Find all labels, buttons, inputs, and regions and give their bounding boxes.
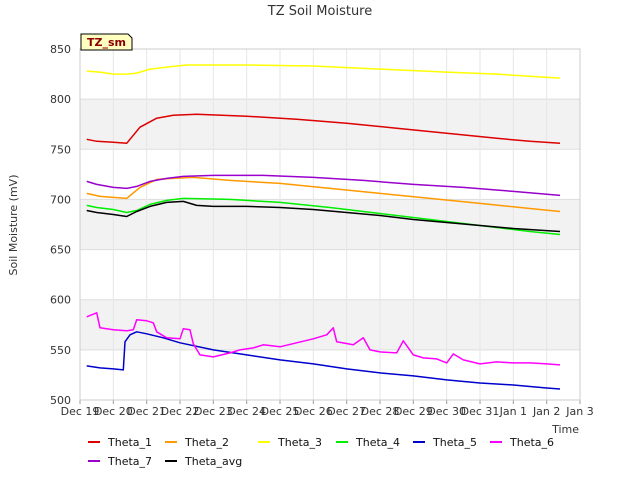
series-line-theta-avg bbox=[86, 200, 561, 233]
x-tick-label: Jan 3 bbox=[565, 405, 593, 418]
y-tick-label: 800 bbox=[50, 93, 71, 106]
background-band bbox=[80, 299, 580, 350]
x-tick-label: Dec 22 bbox=[161, 405, 200, 418]
series-line-theta-1 bbox=[86, 113, 561, 145]
x-tick-label: Dec 28 bbox=[361, 405, 400, 418]
legend-label-theta-avg: Theta_avg bbox=[184, 455, 242, 468]
x-tick-label: Dec 24 bbox=[227, 405, 266, 418]
x-tick-label: Jan 2 bbox=[532, 405, 560, 418]
x-tick-label: Dec 26 bbox=[294, 405, 333, 418]
background-band bbox=[80, 99, 580, 150]
legend-label-theta-4: Theta_4 bbox=[355, 436, 400, 449]
badge: TZ_sm bbox=[80, 33, 133, 51]
plot-frame bbox=[79, 48, 581, 401]
background-bands bbox=[80, 49, 580, 400]
x-tick-label: Dec 23 bbox=[194, 405, 233, 418]
y-tick-label: 600 bbox=[50, 294, 71, 307]
badge-box bbox=[80, 33, 133, 51]
legend-label-theta-5: Theta_5 bbox=[432, 436, 477, 449]
series-layer bbox=[86, 64, 561, 390]
y-tick-label: 850 bbox=[50, 43, 71, 56]
legend: Theta_1 Theta_2 Theta_3 Theta_4 Theta_5 Theta… bbox=[88, 436, 554, 468]
y-tick-label: 750 bbox=[50, 143, 71, 156]
x-tick-label: Dec 31 bbox=[461, 405, 500, 418]
badge-label: TZ_sm bbox=[87, 36, 126, 49]
x-tick-label: Dec 29 bbox=[394, 405, 433, 418]
x-tick-label: Dec 19 bbox=[61, 405, 100, 418]
series-line-theta-2 bbox=[86, 176, 561, 213]
series-line-theta-6 bbox=[86, 312, 561, 366]
series-line-theta-7 bbox=[86, 174, 561, 197]
x-tick-label: Dec 27 bbox=[327, 405, 366, 418]
legend-label-theta-3: Theta_3 bbox=[277, 436, 322, 449]
x-tick-label: Jan 1 bbox=[499, 405, 527, 418]
series-line-theta-3 bbox=[86, 64, 561, 79]
y-tick-label: 500 bbox=[50, 394, 71, 407]
y-tick-label: 700 bbox=[50, 193, 71, 206]
x-tick-label: Dec 20 bbox=[94, 405, 133, 418]
x-tick-label: Dec 30 bbox=[427, 405, 466, 418]
legend-label-theta-1: Theta_1 bbox=[107, 436, 152, 449]
y-axis-label: Soil Moisture (mV) bbox=[7, 175, 20, 276]
legend-label-theta-7: Theta_7 bbox=[107, 455, 152, 468]
chart-title: TZ Soil Moisture bbox=[267, 4, 373, 19]
x-tick-label: Dec 25 bbox=[261, 405, 300, 418]
x-axis-label: Time bbox=[551, 423, 579, 436]
legend-label-theta-2: Theta_2 bbox=[184, 436, 229, 449]
legend-label-theta-6: Theta_6 bbox=[509, 436, 554, 449]
y-tick-label: 550 bbox=[50, 344, 71, 357]
y-tick-label: 650 bbox=[50, 244, 71, 257]
x-tick-label: Dec 21 bbox=[127, 405, 166, 418]
